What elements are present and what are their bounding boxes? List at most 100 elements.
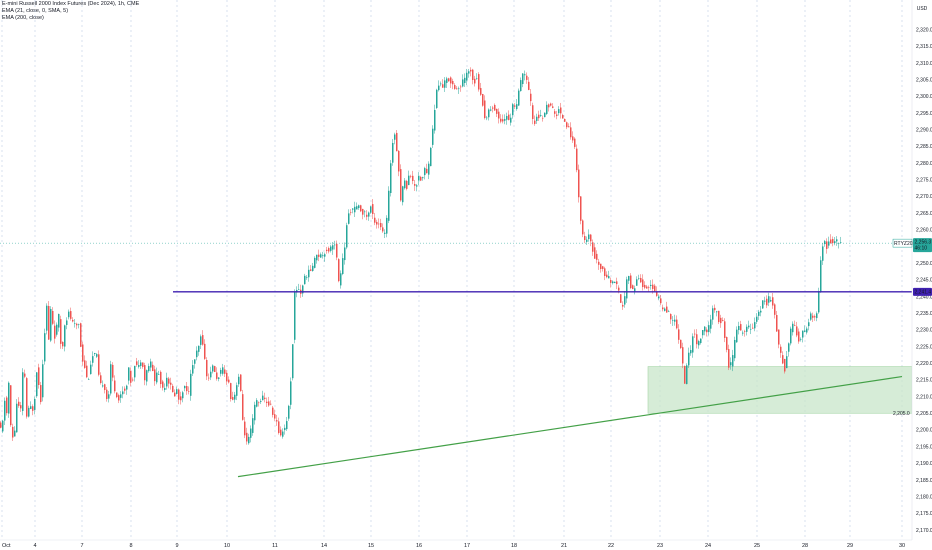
candle-body	[420, 176, 422, 181]
candle-body	[266, 401, 268, 404]
candle-body	[654, 285, 656, 292]
candle-body	[708, 325, 710, 333]
candle-body	[492, 107, 494, 109]
candle-body	[198, 345, 200, 352]
candle-body	[836, 239, 838, 242]
candle-body	[482, 93, 484, 106]
candle-body	[82, 344, 84, 362]
candle-body	[820, 260, 822, 293]
candle-body	[54, 325, 56, 339]
candle-body	[280, 429, 282, 436]
candle-body	[642, 279, 644, 288]
demand-zone-rectangle[interactable]	[647, 366, 913, 414]
candle-body	[98, 354, 100, 375]
candle-body	[422, 177, 424, 179]
candle-body	[160, 371, 162, 385]
candle-body	[622, 304, 624, 307]
price-tick-label: 2,205.0	[916, 411, 932, 417]
candle-body	[774, 304, 776, 315]
candle-body	[464, 77, 466, 83]
candle-body	[778, 329, 780, 345]
price-tick-label: 2,225.0	[916, 344, 932, 350]
candle-body	[346, 225, 348, 248]
candle-body	[596, 253, 598, 260]
candle-body	[514, 105, 516, 107]
candle-body	[30, 406, 32, 409]
candle-body	[546, 104, 548, 114]
candle-body	[554, 111, 556, 114]
candle-body	[566, 122, 568, 128]
candle-body	[676, 319, 678, 329]
candle-body	[756, 316, 758, 322]
candle-body	[712, 308, 714, 320]
price-tick-label: 2,200.0	[916, 428, 932, 434]
hline-price-tag[interactable]	[913, 287, 932, 296]
candle-body	[394, 134, 396, 140]
candle-body	[224, 369, 226, 374]
candle-body	[252, 418, 254, 433]
candle-body	[386, 217, 388, 234]
candle-body	[758, 311, 760, 316]
candle-body	[572, 136, 574, 141]
candle-body	[472, 69, 474, 80]
candle-body	[4, 400, 6, 421]
last-price-tag	[913, 238, 932, 253]
candle-body	[432, 128, 434, 145]
time-tick-label: 21	[561, 543, 567, 549]
candle-body	[294, 291, 296, 340]
time-tick-label: 9	[175, 543, 178, 549]
candle-body	[652, 284, 654, 289]
candle-body	[762, 300, 764, 309]
candle-body	[416, 185, 418, 187]
candle-body	[342, 258, 344, 275]
candle-body	[780, 346, 782, 353]
candle-body	[452, 80, 454, 85]
candle-body	[18, 401, 20, 406]
price-tick-label: 2,280.0	[916, 161, 932, 167]
candle-body	[666, 306, 668, 313]
price-tick-label: 2,180.0	[916, 494, 932, 500]
candle-body	[76, 323, 78, 326]
time-tick-label: 4	[33, 543, 36, 549]
candle-body	[316, 254, 318, 261]
candle-body	[732, 355, 734, 367]
candle-body	[568, 126, 570, 128]
candle-body	[182, 392, 184, 399]
candle-body	[288, 405, 290, 419]
candle-body	[796, 326, 798, 336]
candle-body	[86, 365, 88, 378]
candle-body	[808, 322, 810, 327]
candle-body	[710, 319, 712, 329]
candle-body	[66, 320, 68, 325]
candle-body	[794, 325, 796, 326]
ascending-trendline[interactable]	[237, 375, 903, 478]
candle-body	[184, 386, 186, 389]
candle-body	[640, 277, 642, 283]
candle-body	[214, 366, 216, 372]
candle-body	[240, 374, 242, 391]
candle-body	[364, 211, 366, 213]
symbol-text: RTYZ2024	[894, 241, 918, 247]
candle-body	[260, 400, 262, 402]
price-axis-panel[interactable]	[912, 0, 932, 540]
candle-body	[786, 356, 788, 369]
candle-body	[442, 84, 444, 88]
candle-body	[648, 287, 650, 288]
time-tick-label: 29	[847, 543, 853, 549]
time-axis-panel[interactable]	[0, 540, 912, 550]
candle-body	[148, 366, 150, 372]
candle-body	[658, 296, 660, 299]
candle-body	[164, 388, 166, 390]
symbol-tag	[892, 238, 913, 248]
candle-body	[46, 305, 48, 331]
candle-body	[682, 347, 684, 364]
candle-body	[626, 279, 628, 299]
candle-body	[248, 436, 250, 444]
candle-body	[196, 350, 198, 358]
candle-body	[354, 206, 356, 213]
candle-body	[576, 148, 578, 171]
indicator-ema200-label[interactable]: EMA (200, close)	[2, 15, 44, 21]
candle-body	[274, 414, 276, 419]
candle-body	[118, 395, 120, 401]
